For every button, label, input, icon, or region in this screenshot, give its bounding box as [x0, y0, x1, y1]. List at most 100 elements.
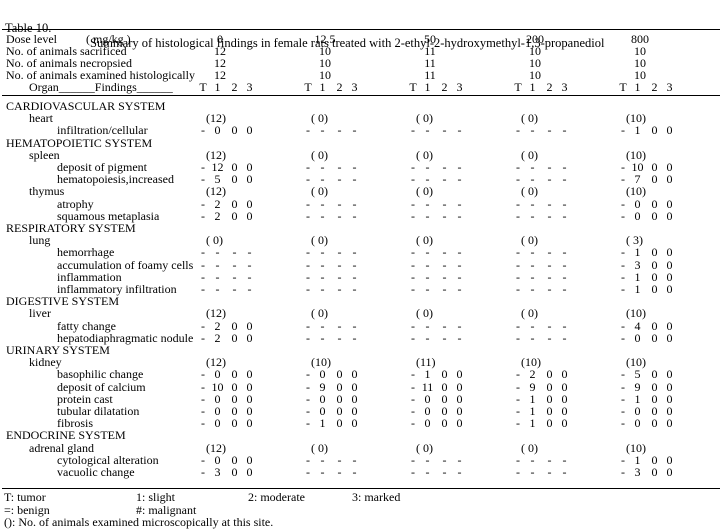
finding-label: hematopoiesis,increased	[57, 172, 174, 187]
organ-label: heart	[29, 111, 53, 126]
finding-value-cell: ----	[513, 332, 573, 344]
finding-value: -	[201, 257, 205, 272]
finding-value: 0	[441, 416, 448, 431]
finding-value: -	[201, 269, 205, 284]
finding-value: -	[442, 123, 447, 138]
footnote-row: =: benign #: malignant	[0, 504, 723, 516]
finding-value: -	[530, 196, 535, 211]
organ-exam-count: ( 0)	[311, 440, 328, 455]
finding-value: -	[621, 172, 625, 187]
finding-value: 0	[336, 391, 343, 406]
finding-value: -	[306, 391, 310, 406]
organ-exam-count: ( 0)	[416, 440, 433, 455]
finding-label: basophilic change	[57, 367, 144, 382]
finding-row: hematopoiesis,increased -5 0 0- - - - - - - - - - - - -…	[0, 173, 723, 185]
finding-value-cell: ----	[513, 198, 573, 210]
finding-label: inflammatory infiltration	[57, 282, 177, 296]
finding-value: 1	[634, 282, 641, 296]
finding-value: -	[411, 404, 415, 418]
finding-row: deposit of calcium -10 0 0-9 0 0-11 0 0-9 0 0-9 0 0	[0, 381, 723, 393]
finding-value-cell: -10 0 0	[618, 161, 678, 173]
finding-value: 0	[424, 404, 431, 418]
dose-unit-label: ( mg/kg )	[86, 32, 131, 46]
finding-value-cell: ----	[303, 271, 363, 283]
organ-row: kidney (12) (10) (11) (10) (10)	[0, 356, 723, 368]
table-title: Summary of histological findings in fema…	[90, 36, 605, 50]
finding-value: 1	[634, 245, 641, 260]
finding-label: cytological alteration	[57, 452, 159, 467]
grade-column-header: 1	[319, 80, 326, 94]
organ-exam-count: ( 0)	[416, 147, 433, 162]
finding-value: -	[411, 172, 415, 187]
finding-value: 4	[634, 318, 641, 333]
finding-value: 0	[231, 160, 238, 174]
footnote-item: (): No. of animals examined microscopica…	[4, 514, 274, 529]
finding-label: deposit of calcium	[57, 379, 146, 394]
grade-column-header: 2	[546, 80, 553, 94]
finding-value-cell: -10 0 0	[198, 381, 258, 393]
finding-value: -	[457, 245, 462, 260]
finding-value: -	[562, 123, 567, 138]
finding-value: -	[425, 330, 430, 345]
finding-value: 0	[231, 452, 238, 467]
grade-column-header: 3	[666, 80, 673, 94]
finding-value: -	[201, 318, 205, 333]
grade-column-header: 1	[529, 80, 536, 94]
finding-value: -	[516, 208, 520, 223]
organ-exam-count: ( 0)	[311, 233, 328, 248]
finding-value: 0	[351, 404, 358, 418]
finding-value: -	[457, 160, 462, 174]
finding-value: 0	[214, 367, 221, 382]
finding-value: -	[621, 257, 625, 272]
finding-value: -	[621, 465, 625, 479]
finding-value: -	[320, 465, 325, 479]
finding-value: -	[425, 245, 430, 260]
finding-value: -	[411, 282, 415, 296]
finding-value: -	[530, 330, 535, 345]
finding-value: -	[411, 367, 415, 382]
finding-value: -	[621, 196, 625, 211]
organ-exam-count: (11)	[416, 355, 436, 370]
finding-value: -	[320, 196, 325, 211]
animal-count: 11	[424, 56, 436, 70]
finding-value: 0	[634, 196, 641, 211]
finding-value: 3	[214, 465, 221, 479]
finding-value: 0	[441, 391, 448, 406]
finding-value: -	[411, 196, 415, 211]
organ-exam-count: ( 0)	[311, 147, 328, 162]
finding-value: -	[411, 416, 415, 431]
grade-column-header: 3	[456, 80, 463, 94]
finding-value: 0	[246, 208, 253, 223]
animal-count-row: No. of animals necropsied 12 10 11 10 10	[0, 57, 723, 69]
finding-value: 0	[246, 465, 253, 479]
finding-value: 0	[231, 379, 238, 394]
finding-value: -	[425, 196, 430, 211]
finding-value: -	[562, 172, 567, 187]
finding-value: -	[425, 452, 430, 467]
finding-value: 1	[634, 391, 641, 406]
finding-value: 2	[214, 330, 221, 345]
finding-value: 0	[456, 367, 463, 382]
finding-value: -	[201, 245, 205, 260]
finding-value: -	[457, 257, 462, 272]
finding-value: -	[516, 282, 520, 296]
finding-value: -	[352, 465, 357, 479]
finding-value: -	[201, 404, 205, 418]
finding-value: 0	[546, 391, 553, 406]
finding-value: -	[352, 245, 357, 260]
finding-value: -	[516, 269, 520, 284]
section-row: URINARY SYSTEM	[0, 344, 723, 356]
finding-value: 0	[666, 160, 673, 174]
